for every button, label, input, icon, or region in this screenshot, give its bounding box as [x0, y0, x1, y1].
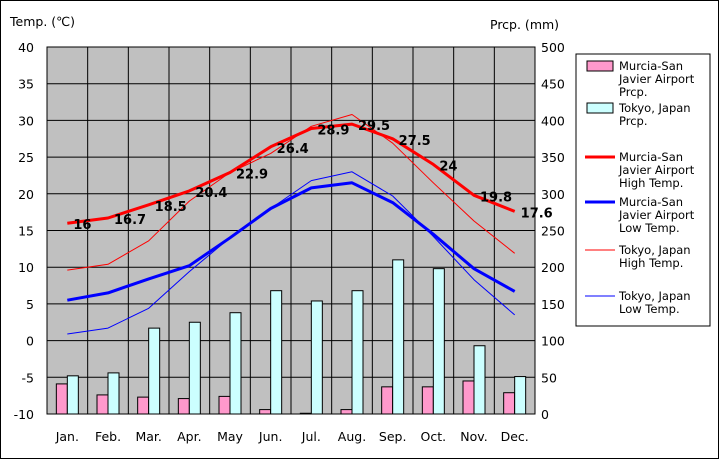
bar-murcia-prcp [421, 386, 434, 415]
legend-label: Javier Airport [618, 208, 695, 222]
right-tick-label: 250 [541, 224, 565, 239]
bar-tokyo-prcp [270, 290, 283, 415]
left-tick-label: 25 [18, 150, 34, 165]
right-tick-label: 400 [541, 113, 565, 128]
bar-tokyo-prcp [107, 372, 120, 415]
right-tick-label: 350 [541, 150, 565, 165]
left-tick-label: 0 [26, 334, 34, 349]
high-temp-data-label: 18.5 [155, 200, 187, 215]
legend-label: Tokyo, Japan [618, 289, 691, 303]
bar-murcia-prcp [381, 386, 394, 415]
left-axis-title: Temp. (℃) [9, 14, 75, 29]
x-tick-label: Feb. [95, 429, 121, 444]
line-murcia-san-javier-airport-low-temp- [67, 181, 516, 302]
bar-tokyo-prcp [514, 376, 527, 415]
right-tick-label: 100 [541, 334, 565, 349]
x-tick-label: Sep. [379, 429, 407, 444]
bar-murcia-prcp [340, 409, 353, 415]
high-temp-data-label: 19.8 [480, 190, 512, 205]
high-temp-data-label: 16.7 [114, 213, 146, 228]
bar-tokyo-prcp [229, 312, 242, 415]
bar-tokyo-prcp [432, 268, 445, 415]
legend-label: Tokyo, Japan [618, 243, 691, 257]
bar-tokyo-prcp [473, 345, 486, 415]
x-tick-label: Aug. [338, 429, 366, 444]
legend-label: Low Temp. [619, 221, 680, 235]
line-murcia-san-javier-airport-high-temp- [67, 122, 516, 225]
bar-murcia-prcp [503, 392, 516, 415]
legend-swatch-bar [586, 60, 614, 72]
bar-murcia-prcp [218, 395, 231, 415]
left-tick-label: -10 [14, 407, 34, 422]
bar-tokyo-prcp [351, 290, 364, 415]
left-tick-label: 10 [18, 260, 34, 275]
x-tick-label: Jun. [258, 429, 283, 444]
high-temp-data-label: 26.4 [277, 142, 309, 157]
legend-label: Murcia-San [619, 195, 683, 209]
bar-murcia-prcp [259, 409, 272, 415]
left-tick-label: 40 [18, 40, 34, 55]
line-tokyo-japan-low-temp- [67, 171, 516, 335]
right-tick-label: 0 [541, 407, 549, 422]
bar-tokyo-prcp [392, 259, 405, 415]
bar-murcia-prcp [462, 380, 475, 415]
legend-label: Prcp. [619, 114, 648, 128]
legend-label: Prcp. [619, 85, 648, 99]
legend-box [575, 53, 711, 327]
legend-label: Murcia-San [619, 59, 683, 73]
high-temp-data-label: 22.9 [236, 168, 268, 183]
legend-label: High Temp. [619, 256, 683, 270]
x-tick-label: Dec. [501, 429, 529, 444]
x-tick-label: Jan. [55, 429, 79, 444]
x-tick-label: May [217, 429, 243, 444]
left-tick-label: 15 [18, 224, 34, 239]
bar-murcia-prcp [55, 383, 68, 415]
x-tick-label: Oct. [421, 429, 447, 444]
high-temp-data-label: 20.4 [195, 186, 227, 201]
high-temp-data-label: 28.9 [317, 123, 349, 138]
bar-tokyo-prcp [66, 375, 79, 415]
left-tick-label: 30 [18, 113, 34, 128]
right-tick-label: 200 [541, 260, 565, 275]
high-temp-data-label: 24 [439, 159, 457, 174]
right-tick-label: 500 [541, 40, 565, 55]
bar-murcia-prcp [137, 396, 150, 415]
line-tokyo-japan-high-temp- [67, 114, 516, 271]
right-axis-title: Prcp. (mm) [490, 17, 559, 32]
x-tick-label: Jul. [301, 429, 321, 444]
high-temp-data-label: 17.6 [521, 206, 553, 221]
left-tick-label: 20 [18, 187, 34, 202]
x-tick-label: Mar. [135, 429, 161, 444]
legend-swatch-bar [586, 102, 614, 114]
right-tick-label: 150 [541, 297, 565, 312]
x-tick-label: Apr. [177, 429, 201, 444]
high-temp-data-label: 29.5 [358, 119, 390, 134]
left-tick-label: 35 [18, 77, 34, 92]
right-tick-label: 50 [541, 370, 557, 385]
legend-label: High Temp. [619, 176, 683, 190]
legend-label: Low Temp. [619, 302, 680, 316]
legend-label: Javier Airport [618, 72, 695, 86]
bar-murcia-prcp [96, 394, 109, 415]
plot-border [46, 46, 536, 415]
legend-label: Murcia-San [619, 150, 683, 164]
bar-tokyo-prcp [188, 321, 201, 415]
right-tick-label: 450 [541, 77, 565, 92]
bar-tokyo-prcp [310, 300, 323, 415]
x-tick-label: Nov. [460, 429, 487, 444]
legend-label: Tokyo, Japan [618, 101, 691, 115]
legend-label: Javier Airport [618, 163, 695, 177]
left-tick-label: 5 [26, 297, 34, 312]
bar-murcia-prcp [177, 398, 190, 415]
left-tick-label: -5 [22, 370, 34, 385]
right-tick-label: 300 [541, 187, 565, 202]
high-temp-data-label: 16 [73, 218, 91, 233]
high-temp-data-label: 27.5 [399, 134, 431, 149]
bar-tokyo-prcp [148, 327, 161, 415]
